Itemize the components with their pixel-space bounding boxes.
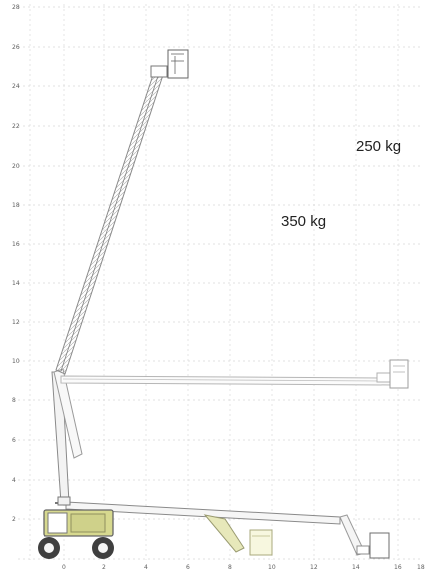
grid [18,4,420,560]
x-tick-label: 6 [186,564,190,571]
load-labels: 250 kg 350 kg [281,138,401,230]
x-tick-label: 0 [62,564,66,571]
x-tick-label: 4 [144,564,148,571]
y-tick-label: 20 [12,163,20,170]
y-axis-ticks: 28 26 24 22 20 18 16 14 12 10 8 6 4 2 [12,4,20,523]
y-tick-label: 14 [12,280,20,287]
y-tick-label: 10 [12,358,20,365]
x-tick-label: 18 [417,564,425,571]
machine-base [38,496,114,559]
y-tick-label: 16 [12,241,20,248]
x-tick-label: 14 [352,564,360,571]
vertical-boom-position [51,49,189,504]
y-tick-label: 26 [12,44,20,51]
y-tick-label: 18 [12,202,20,209]
x-tick-label: 16 [394,564,402,571]
x-tick-label: 10 [268,564,276,571]
low-boom-position [65,501,390,559]
x-tick-label: 2 [102,564,106,571]
y-tick-label: 8 [12,397,16,404]
y-tick-label: 28 [12,4,20,11]
y-tick-label: 24 [12,83,20,90]
x-tick-label: 8 [228,564,232,571]
horizontal-boom-position [60,359,409,389]
y-tick-label: 4 [12,477,16,484]
y-tick-label: 22 [12,123,20,130]
x-tick-label: 12 [310,564,318,571]
y-tick-label: 2 [12,516,16,523]
load-label-350: 350 kg [281,213,326,230]
load-label-250: 250 kg [356,138,401,155]
y-tick-label: 6 [12,437,16,444]
x-axis-ticks: 0 2 4 6 8 10 12 14 16 18 [62,564,425,571]
y-tick-label: 12 [12,319,20,326]
